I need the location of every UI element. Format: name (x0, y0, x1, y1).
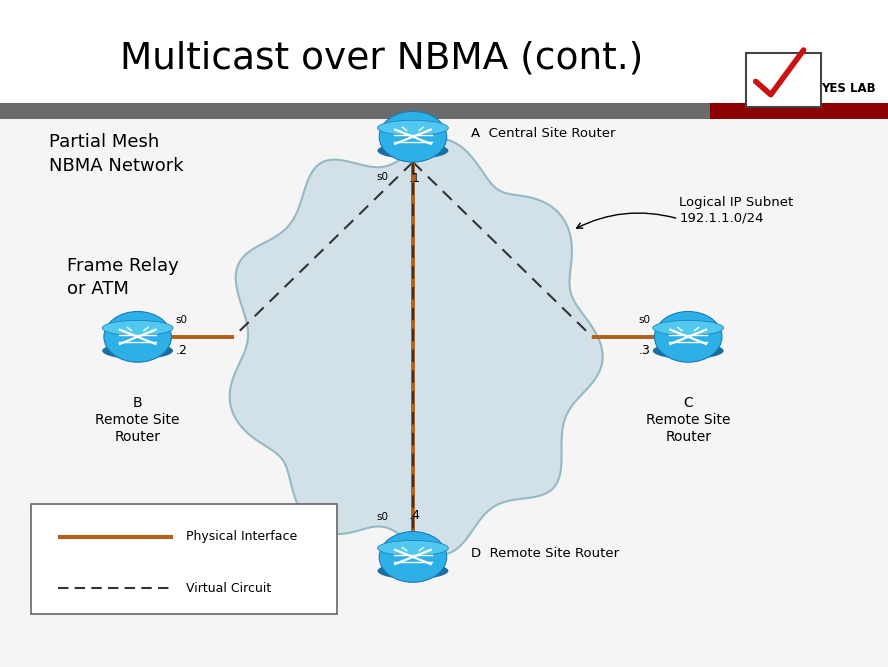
Ellipse shape (377, 143, 448, 159)
Text: C
Remote Site
Router: C Remote Site Router (646, 396, 731, 444)
FancyBboxPatch shape (31, 504, 337, 614)
Ellipse shape (102, 320, 173, 336)
Bar (710, 103, 888, 119)
Text: s0: s0 (376, 512, 388, 522)
Text: Logical IP Subnet
192.1.1.0/24: Logical IP Subnet 192.1.1.0/24 (679, 195, 794, 225)
Text: B
Remote Site
Router: B Remote Site Router (95, 396, 180, 444)
Ellipse shape (102, 343, 173, 359)
Ellipse shape (653, 320, 724, 336)
Text: Partial Mesh
NBMA Network: Partial Mesh NBMA Network (49, 133, 184, 175)
Text: .3: .3 (638, 344, 650, 356)
Text: Virtual Circuit: Virtual Circuit (186, 582, 272, 595)
Text: Frame Relay
or ATM: Frame Relay or ATM (67, 257, 178, 298)
Circle shape (379, 111, 447, 162)
Ellipse shape (377, 540, 448, 556)
Polygon shape (230, 139, 603, 555)
FancyBboxPatch shape (746, 53, 821, 107)
Text: s0: s0 (376, 172, 388, 182)
Text: .2: .2 (176, 344, 187, 356)
Ellipse shape (377, 120, 448, 135)
Text: Multicast over NBMA (cont.): Multicast over NBMA (cont.) (120, 41, 644, 77)
Ellipse shape (377, 563, 448, 579)
Text: .4: .4 (408, 509, 420, 522)
Text: YES LAB: YES LAB (821, 81, 876, 95)
Circle shape (104, 311, 171, 362)
Circle shape (654, 311, 722, 362)
Bar (0, 103, 888, 119)
Bar (0, 0, 888, 103)
Text: D  Remote Site Router: D Remote Site Router (471, 547, 619, 560)
Ellipse shape (653, 343, 724, 359)
Text: Physical Interface: Physical Interface (186, 530, 297, 544)
Text: A  Central Site Router: A Central Site Router (471, 127, 615, 140)
Text: s0: s0 (176, 315, 188, 325)
Text: s0: s0 (638, 315, 650, 325)
Circle shape (379, 532, 447, 582)
Text: .1: .1 (408, 172, 420, 185)
